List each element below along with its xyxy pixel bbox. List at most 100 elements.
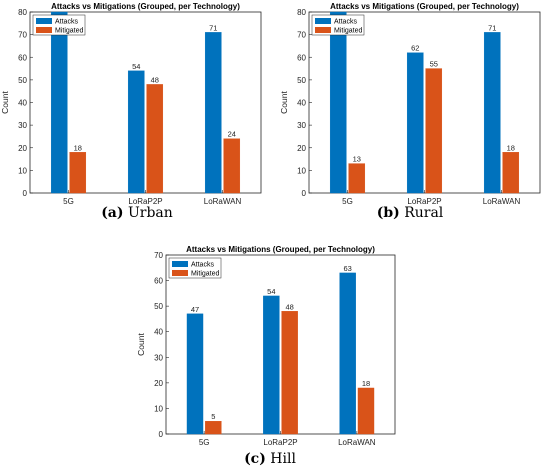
- y-tick-label: 60: [18, 53, 27, 62]
- bar-attacks: [50, 11, 68, 194]
- legend-swatch: [315, 18, 331, 24]
- chart-title: Attacks vs Mitigations (Grouped, per Tec…: [186, 245, 375, 254]
- x-tick-label: LoRaP2P: [407, 197, 441, 206]
- plot-area: [29, 11, 262, 194]
- y-tick-label: 10: [297, 166, 306, 175]
- legend-swatch: [315, 27, 331, 33]
- bar-mitigated: [223, 138, 241, 194]
- y-tick-label: 10: [154, 404, 163, 413]
- bar-attacks: [263, 295, 280, 435]
- legend-entry: Attacks: [191, 262, 214, 269]
- legend-entry: Attacks: [55, 19, 78, 26]
- bar-mitigated: [205, 421, 222, 435]
- y-tick-label: 40: [297, 99, 306, 108]
- bar-attacks: [329, 11, 347, 194]
- legend: Attacks Mitigated: [311, 14, 365, 36]
- bar-attacks: [127, 70, 145, 194]
- bar-attacks: [483, 32, 501, 194]
- bar-mitigated: [281, 311, 298, 435]
- bar-attacks: [204, 32, 222, 194]
- bar-mitigated: [69, 152, 87, 194]
- y-tick-label: 0: [302, 189, 307, 198]
- chart-1: Attacks vs Mitigations (Grouped, per Tec…: [0, 2, 262, 221]
- bar-attacks: [406, 52, 424, 194]
- x-tick-label: 5G: [342, 197, 353, 206]
- y-tick-label: 30: [154, 353, 163, 362]
- data-label: 54: [132, 62, 140, 71]
- y-axis-label: Count: [136, 333, 146, 356]
- legend-entry: Attacks: [334, 19, 357, 26]
- data-label: 18: [507, 143, 515, 152]
- chart-2: Attacks vs Mitigations (Grouped, per Tec…: [279, 2, 541, 221]
- legend-entry: Mitigated: [334, 28, 363, 35]
- y-tick-label: 20: [154, 379, 163, 388]
- data-label: 71: [209, 23, 217, 32]
- legend: Attacks Mitigated: [32, 14, 86, 36]
- y-axis-label: Count: [0, 91, 10, 114]
- legend-swatch: [172, 270, 188, 276]
- legend-entry: Mitigated: [191, 271, 220, 278]
- data-label: 48: [151, 75, 159, 84]
- bar-mitigated: [425, 68, 443, 194]
- x-tick-label: 5G: [199, 438, 210, 447]
- y-axis-label: Count: [279, 91, 289, 114]
- legend: Attacks Mitigated: [168, 257, 222, 279]
- bar-attacks: [186, 313, 204, 435]
- data-label: 24: [228, 130, 236, 139]
- bar-mitigated: [348, 163, 366, 194]
- y-tick-label: 80: [18, 8, 27, 17]
- chart-3: Attacks vs Mitigations (Grouped, per Tec…: [136, 245, 396, 467]
- y-tick-label: 50: [18, 76, 27, 85]
- y-tick-label: 50: [297, 76, 306, 85]
- y-tick-label: 0: [23, 189, 28, 198]
- x-tick-label: LoRaWAN: [204, 197, 242, 206]
- data-label: 63: [344, 264, 352, 273]
- y-tick-label: 20: [18, 144, 27, 153]
- y-tick-label: 50: [154, 302, 163, 311]
- bar-mitigated: [357, 387, 375, 435]
- data-label: 18: [74, 143, 82, 152]
- data-label: 55: [430, 60, 438, 69]
- y-tick-label: 20: [297, 144, 306, 153]
- legend-swatch: [36, 18, 52, 24]
- x-tick-label: LoRaP2P: [128, 197, 162, 206]
- y-tick-label: 10: [18, 166, 27, 175]
- figure-caption: (c) Hill: [244, 451, 296, 467]
- data-label: 54: [267, 287, 275, 296]
- data-label: 47: [191, 305, 199, 314]
- chart-title: Attacks vs Mitigations (Grouped, per Tec…: [51, 2, 240, 11]
- caption-text: Hill: [266, 451, 297, 467]
- legend-entry: Mitigated: [55, 28, 84, 35]
- y-tick-label: 80: [297, 8, 306, 17]
- data-label: 48: [285, 302, 293, 311]
- bar-mitigated: [146, 84, 164, 194]
- caption-letter: (b): [377, 205, 400, 221]
- x-tick-label: 5G: [63, 197, 74, 206]
- data-label: 71: [488, 23, 496, 32]
- x-tick-label: LoRaWAN: [483, 197, 521, 206]
- y-tick-label: 40: [18, 99, 27, 108]
- y-tick-label: 70: [18, 31, 27, 40]
- data-label: 13: [353, 155, 361, 164]
- x-tick-label: LoRaWAN: [338, 438, 376, 447]
- data-label: 18: [362, 379, 370, 388]
- data-label: 5: [211, 412, 215, 421]
- figure-caption: (a) Urban: [101, 205, 173, 221]
- y-tick-label: 60: [154, 277, 163, 286]
- chart-title: Attacks vs Mitigations (Grouped, per Tec…: [330, 2, 519, 11]
- bar-mitigated: [502, 152, 520, 194]
- y-tick-label: 60: [297, 53, 306, 62]
- data-label: 62: [411, 44, 419, 53]
- caption-text: Rural: [400, 205, 444, 221]
- figure-caption: (b) Rural: [377, 205, 444, 221]
- y-tick-label: 30: [18, 121, 27, 130]
- caption-letter: (c): [244, 451, 266, 467]
- y-tick-label: 70: [154, 251, 163, 260]
- y-tick-label: 0: [159, 430, 164, 439]
- legend-swatch: [36, 27, 52, 33]
- caption-text: Urban: [124, 205, 173, 221]
- y-tick-label: 40: [154, 328, 163, 337]
- caption-letter: (a): [101, 205, 123, 221]
- bar-attacks: [339, 272, 356, 435]
